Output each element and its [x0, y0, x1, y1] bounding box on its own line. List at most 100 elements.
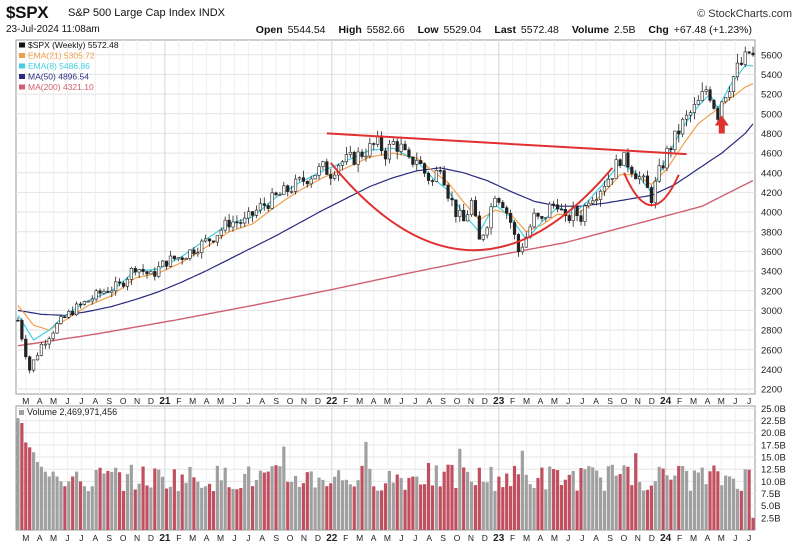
- candle-body: [450, 198, 454, 201]
- price-tick-label: 3200: [761, 286, 782, 297]
- price-tick-label: 2800: [761, 326, 782, 337]
- volume-bar: [266, 471, 270, 530]
- volume-bar: [712, 465, 716, 530]
- x-tick-label: S: [607, 396, 613, 406]
- x-tick-label: A: [538, 396, 544, 406]
- x-tick-label-bottom: J: [232, 533, 236, 543]
- volume-bar: [677, 465, 681, 530]
- candle-body: [118, 281, 122, 284]
- volume-bar: [168, 486, 173, 530]
- volume-bar: [751, 517, 755, 530]
- volume-bar: [75, 471, 79, 530]
- volume-bar: [121, 490, 126, 530]
- exchange-code: INDX: [198, 7, 225, 19]
- x-tick-label: M: [551, 396, 558, 406]
- volume-bar: [137, 483, 141, 530]
- candle-body: [692, 104, 696, 113]
- candle-body: [364, 155, 368, 158]
- candle-body: [106, 290, 110, 293]
- cup-arc: [329, 162, 614, 252]
- candle-body: [489, 206, 493, 229]
- volume-tick-label: 17.5B: [761, 440, 786, 451]
- volume-bar: [153, 468, 157, 530]
- candle-body: [555, 204, 560, 210]
- x-tick-label-bottom: A: [37, 533, 43, 543]
- volume-bar: [231, 488, 235, 530]
- volume-bar: [614, 475, 618, 530]
- ma200-line: [17, 179, 754, 347]
- candle-body: [63, 316, 67, 318]
- open-field: Open 5544.54: [256, 24, 326, 36]
- candle-body: [477, 215, 481, 240]
- volume-bar: [360, 465, 364, 530]
- volume-bar: [145, 485, 149, 530]
- volume-bar: [207, 483, 212, 530]
- volume-bar: [724, 475, 728, 530]
- volume-tick-label: 2.5B: [761, 513, 781, 524]
- price-tick-label: 4800: [761, 129, 782, 140]
- x-tick-label: 24: [660, 396, 672, 407]
- volume-bar: [419, 484, 423, 530]
- low-value: 5529.04: [443, 24, 482, 36]
- candle-body: [559, 208, 564, 211]
- candle-body: [567, 215, 571, 221]
- volume-bar: [555, 470, 560, 530]
- candle-body: [28, 356, 32, 371]
- volume-bar: [407, 477, 411, 530]
- quote-date: 23-Jul-2024 11:08am: [6, 24, 100, 35]
- volume-bar: [645, 489, 650, 530]
- candle-body: [121, 282, 126, 287]
- volume-bar: [528, 484, 532, 530]
- change-value: +67.48 (+1.23%): [673, 24, 752, 36]
- x-tick-label: F: [343, 396, 348, 406]
- volume-bar: [329, 483, 333, 530]
- volume-bar: [16, 418, 20, 530]
- candle-body: [297, 177, 302, 180]
- volume-bar: [141, 466, 145, 530]
- x-tick-label: N: [134, 396, 140, 406]
- volume-bar: [47, 476, 51, 530]
- x-tick-label-bottom: 21: [159, 533, 171, 544]
- volume-bar: [458, 448, 462, 530]
- x-tick-label: J: [566, 396, 570, 406]
- candle-body: [71, 311, 75, 316]
- volume-bar: [477, 467, 481, 530]
- change-label: Chg: [648, 24, 669, 36]
- candle-body: [442, 170, 446, 186]
- volume-bar: [700, 467, 704, 530]
- x-tick-label-bottom: A: [92, 533, 98, 543]
- candle-body: [638, 176, 642, 180]
- volume-bar: [466, 471, 470, 530]
- volume-bar: [31, 452, 36, 530]
- x-tick-label: A: [426, 396, 432, 406]
- x-tick-label: J: [246, 396, 250, 406]
- volume-bar: [684, 470, 689, 530]
- candle-body: [368, 143, 372, 157]
- candle-body: [293, 178, 298, 192]
- volume-bar: [387, 470, 392, 530]
- candle-body: [20, 320, 24, 340]
- candle-body: [325, 161, 329, 175]
- candle-body: [700, 91, 704, 101]
- candle-body: [75, 303, 79, 316]
- candle-body: [149, 271, 153, 275]
- x-tick-label-bottom: 22: [326, 533, 338, 544]
- volume-bar: [188, 466, 192, 530]
- x-tick-label: N: [468, 396, 474, 406]
- x-tick-label: S: [106, 396, 112, 406]
- candle-body: [462, 209, 466, 222]
- volume-tick-label: 25.0B: [761, 404, 786, 415]
- candle-body: [587, 202, 591, 207]
- volume-bar: [133, 489, 137, 530]
- candle-body: [258, 203, 262, 211]
- volume-bar: [372, 486, 376, 530]
- candle-body: [207, 238, 212, 242]
- candle-body: [254, 209, 259, 216]
- volume-bar: [110, 471, 114, 530]
- volume-bar: [102, 473, 106, 530]
- x-tick-label: A: [204, 396, 210, 406]
- volume-bar: [223, 467, 227, 530]
- candle-body: [352, 151, 356, 165]
- volume-bar: [696, 472, 700, 530]
- x-tick-label-bottom: S: [440, 533, 446, 543]
